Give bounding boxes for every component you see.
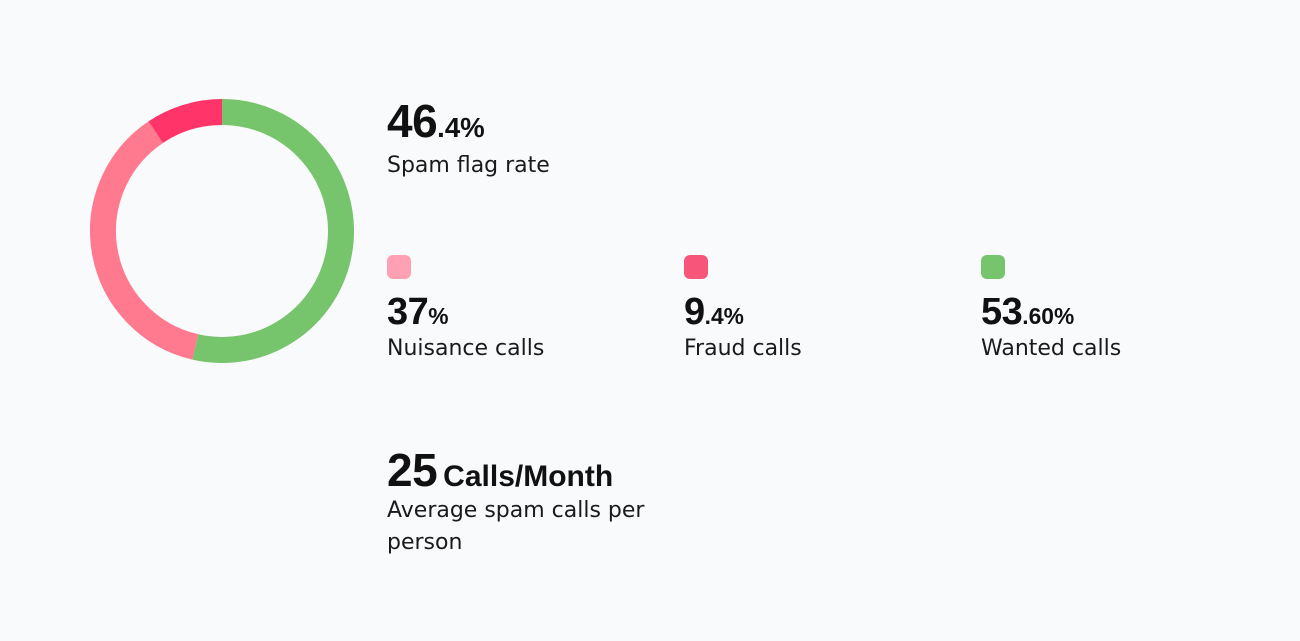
nuisance-value-decimal: % — [428, 303, 449, 329]
donut-slice-nuisance-calls — [90, 121, 199, 360]
legend-item-fraud: 9.4% Fraud calls — [684, 255, 802, 365]
nuisance-value-main: 37 — [387, 291, 429, 333]
donut-slice-fraud-calls — [148, 99, 223, 144]
fraud-value-decimal: .4% — [704, 303, 744, 329]
nuisance-label: Nuisance calls — [387, 336, 545, 361]
fraud-swatch — [684, 255, 708, 279]
donut-slice-wanted-calls — [192, 99, 354, 363]
spam-flag-rate-label: Spam flag rate — [387, 153, 550, 178]
spam-flag-rate-value-decimal: .4% — [437, 112, 485, 143]
average-spam-calls-unit: Calls/Month — [443, 460, 614, 493]
fraud-value-main: 9 — [684, 291, 705, 333]
nuisance-swatch — [387, 255, 411, 279]
legend-item-nuisance: 37% Nuisance calls — [387, 255, 544, 365]
average-spam-calls-stat: 25 Calls/Month Average spam calls per per… — [387, 447, 647, 559]
wanted-value-decimal: .60% — [1022, 303, 1075, 329]
wanted-label: Wanted calls — [981, 336, 1122, 361]
spam-flag-rate-value: 46.4% — [387, 98, 550, 144]
wanted-swatch — [981, 255, 1005, 279]
spam-flag-rate-value-main: 46 — [387, 95, 438, 147]
average-spam-calls-label: Average spam calls per person — [387, 498, 645, 555]
legend-item-wanted: 53.60% Wanted calls — [981, 255, 1121, 365]
spam-flag-rate-stat: 46.4% Spam flag rate — [387, 98, 550, 182]
wanted-value: 53.60% — [981, 293, 1121, 331]
donut-chart — [90, 99, 354, 363]
wanted-value-main: 53 — [981, 291, 1023, 333]
fraud-value: 9.4% — [684, 293, 802, 331]
average-spam-calls-value: 25 Calls/Month — [387, 447, 647, 493]
nuisance-value: 37% — [387, 293, 544, 331]
average-spam-calls-number: 25 — [387, 444, 438, 496]
fraud-label: Fraud calls — [684, 336, 802, 361]
